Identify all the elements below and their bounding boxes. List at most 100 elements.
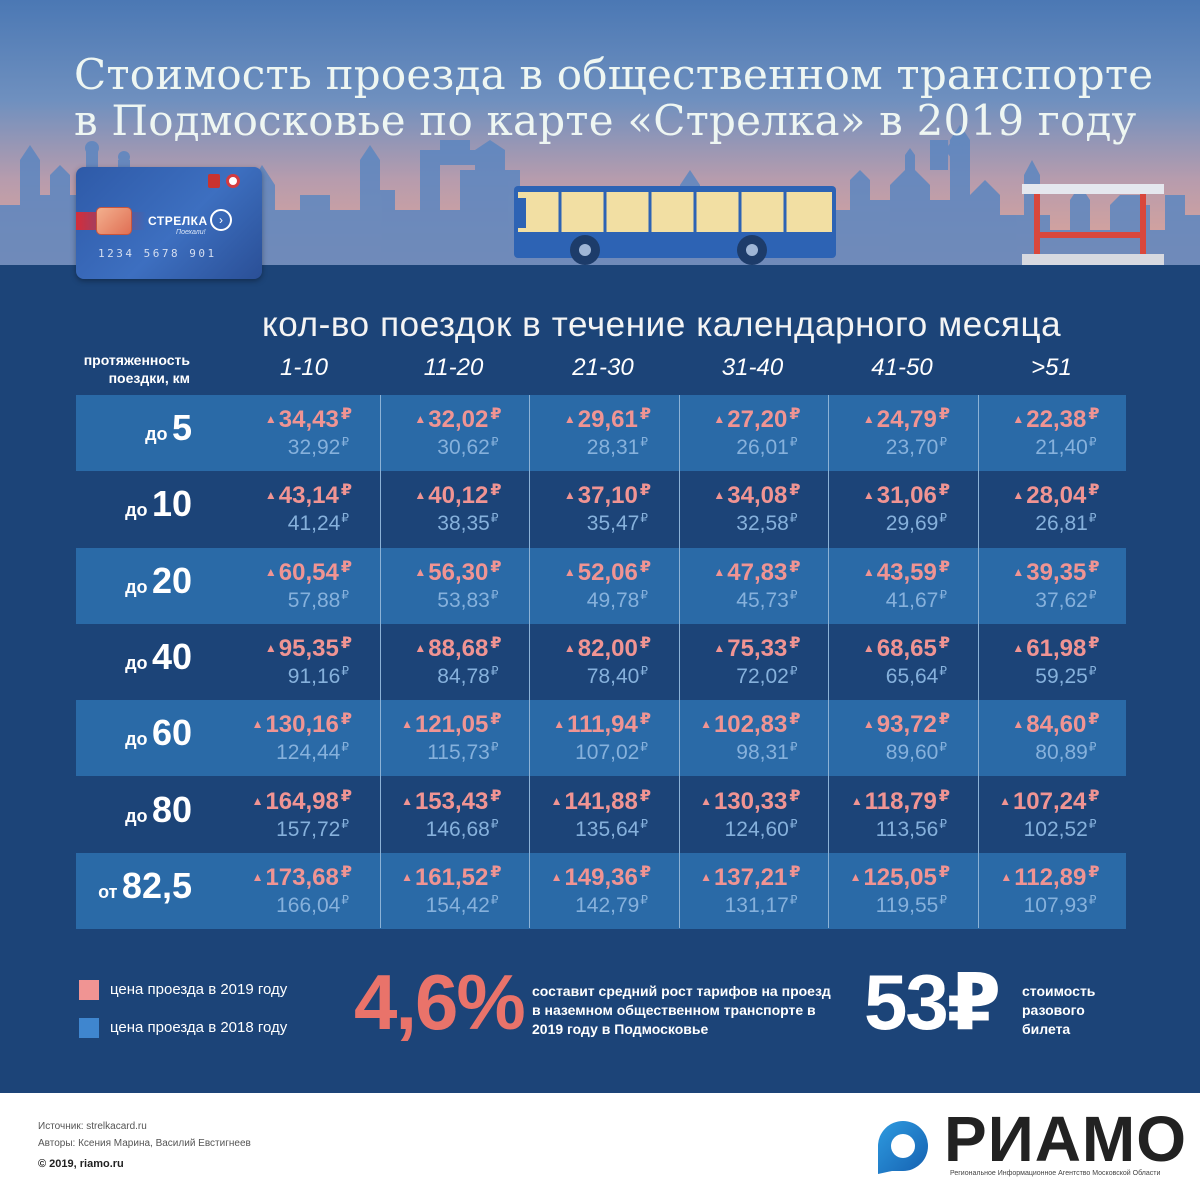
fare-2018: 41,67₽ bbox=[886, 588, 947, 613]
ruble-icon: ₽ bbox=[939, 663, 947, 678]
row-distance-prefix: до bbox=[125, 500, 148, 521]
increase-triangle-icon: ▲ bbox=[251, 869, 264, 884]
table-row bbox=[76, 395, 1126, 471]
fare-2018-value: 57,88 bbox=[287, 588, 341, 612]
fare-2018-value: 37,62 bbox=[1035, 588, 1088, 612]
fare-2018: 45,73₽ bbox=[736, 588, 797, 613]
row-distance-value: 10 bbox=[151, 483, 192, 525]
card-number: 1234 5678 901 bbox=[98, 247, 217, 260]
column-divider bbox=[379, 395, 381, 928]
fare-2018: 65,64₽ bbox=[886, 664, 947, 689]
row-distance-prefix: до bbox=[125, 729, 148, 750]
fare-2018: 89,60₽ bbox=[886, 740, 947, 765]
fare-2019-value: 43,14 bbox=[278, 482, 339, 510]
fare-cell: ▲164,98 ₽157,72₽ bbox=[229, 777, 379, 853]
fare-2019: ▲24,79 ₽ bbox=[863, 404, 950, 434]
fare-cell: ▲34,43 ₽32,92₽ bbox=[229, 395, 379, 471]
fare-2019-value: 125,05 bbox=[863, 863, 937, 891]
increase-triangle-icon: ▲ bbox=[862, 640, 875, 655]
fare-2019: ▲130,33 ₽ bbox=[700, 786, 800, 816]
fare-2019: ▲43,14 ₽ bbox=[265, 480, 352, 510]
ruble-icon: ₽ bbox=[939, 511, 947, 526]
table-row bbox=[76, 623, 1126, 700]
fare-2019: ▲82,00 ₽ bbox=[564, 633, 651, 663]
fare-2018-value: 49,78 bbox=[586, 588, 640, 612]
fare-2019-value: 52,06 bbox=[577, 558, 638, 586]
average-growth-description: составит средний рост тарифов на проезд … bbox=[532, 983, 831, 1037]
fare-2018-value: 32,58 bbox=[736, 512, 789, 536]
fare-2018-value: 29,69 bbox=[885, 512, 939, 536]
fare-2019-value: 22,38 bbox=[1026, 406, 1087, 433]
fare-2018: 115,73₽ bbox=[427, 740, 498, 765]
fare-2018-value: 124,44 bbox=[276, 741, 341, 765]
increase-triangle-icon: ▲ bbox=[713, 564, 726, 579]
ruble-icon: ₽ bbox=[639, 558, 651, 576]
increase-triangle-icon: ▲ bbox=[264, 488, 277, 503]
ruble-icon: ₽ bbox=[640, 740, 648, 755]
fare-2019: ▲88,68 ₽ bbox=[414, 633, 501, 663]
fare-2018: 102,52₽ bbox=[1024, 817, 1097, 842]
fare-2018: 59,25₽ bbox=[1035, 664, 1096, 689]
row-distance-label: до 5 bbox=[60, 407, 192, 483]
fare-2018: 131,17₽ bbox=[725, 893, 798, 918]
fare-2019-value: 153,43 bbox=[414, 787, 489, 815]
fare-2019: ▲93,72 ₽ bbox=[863, 709, 950, 739]
fare-2019-value: 112,89 bbox=[1014, 863, 1087, 891]
fare-2019-value: 130,16 bbox=[265, 711, 339, 739]
row-distance-value: 20 bbox=[151, 559, 192, 601]
fare-2018-value: 26,01 bbox=[736, 436, 789, 459]
increase-triangle-icon: ▲ bbox=[401, 793, 413, 808]
fare-2018: 146,68₽ bbox=[426, 817, 499, 842]
fare-2019: ▲43,59 ₽ bbox=[863, 557, 950, 587]
ruble-icon: ₽ bbox=[639, 787, 651, 805]
table-row bbox=[76, 852, 1126, 929]
fare-2018-value: 80,89 bbox=[1035, 741, 1088, 765]
fare-2018: 157,72₽ bbox=[276, 817, 349, 842]
fare-2019: ▲31,06 ₽ bbox=[863, 480, 950, 510]
row-distance-value: 80 bbox=[151, 788, 192, 830]
fare-2019-value: 84,60 bbox=[1026, 711, 1087, 739]
column-header: 21-30 bbox=[572, 354, 634, 381]
fare-2019: ▲28,04 ₽ bbox=[1012, 480, 1099, 510]
fare-2019-value: 107,24 bbox=[1012, 787, 1087, 815]
fare-2018: 57,88₽ bbox=[288, 588, 349, 613]
fare-2019-value: 27,20 bbox=[727, 406, 788, 433]
row-distance-label: до 20 bbox=[60, 560, 192, 636]
increase-triangle-icon: ▲ bbox=[264, 412, 277, 426]
row-distance-label: до 80 bbox=[60, 789, 192, 865]
increase-triangle-icon: ▲ bbox=[251, 717, 264, 732]
column-header: >51 bbox=[1031, 354, 1072, 381]
fare-2018: 154,42₽ bbox=[426, 893, 499, 918]
ruble-icon: ₽ bbox=[938, 558, 950, 576]
increase-triangle-icon: ▲ bbox=[862, 717, 875, 732]
fare-2019-value: 149,36 bbox=[564, 863, 638, 891]
fare-2018-value: 35,47 bbox=[586, 512, 640, 536]
fare-cell: ▲40,12 ₽38,35₽ bbox=[379, 471, 529, 547]
fare-2018-value: 45,73 bbox=[736, 588, 789, 612]
ruble-icon: ₽ bbox=[340, 787, 352, 805]
ruble-icon: ₽ bbox=[639, 711, 651, 729]
fare-cell: ▲130,16 ₽124,44₽ bbox=[229, 700, 379, 776]
riamo-logo-subtitle: Региональное Информационное Агентство Мо… bbox=[950, 1170, 1161, 1177]
ruble-icon: ₽ bbox=[340, 406, 352, 423]
column-divider bbox=[678, 395, 680, 928]
fare-2018-value: 142,79 bbox=[575, 893, 640, 917]
fare-2019: ▲32,02 ₽ bbox=[414, 404, 501, 434]
fare-cell: ▲173,68 ₽166,04₽ bbox=[229, 853, 379, 929]
ruble-icon: ₽ bbox=[1088, 511, 1097, 526]
fare-2018-value: 23,70 bbox=[885, 436, 939, 459]
fare-cell: ▲149,36 ₽142,79₽ bbox=[528, 853, 678, 929]
fare-2019-value: 28,04 bbox=[1026, 482, 1087, 510]
legend-label-2018: цена проезда в 2018 году bbox=[110, 1019, 288, 1036]
increase-triangle-icon: ▲ bbox=[850, 793, 863, 808]
ruble-icon: ₽ bbox=[1088, 435, 1097, 449]
increase-triangle-icon: ▲ bbox=[862, 488, 875, 503]
fare-2019: ▲56,30 ₽ bbox=[414, 557, 501, 587]
fare-2018: 49,78₽ bbox=[587, 588, 648, 613]
increase-triangle-icon: ▲ bbox=[401, 717, 413, 732]
column-header: 41-50 bbox=[871, 354, 933, 381]
legend-swatch-2019 bbox=[79, 980, 99, 1000]
increase-triangle-icon: ▲ bbox=[1012, 412, 1025, 426]
fare-cell: ▲153,43 ₽146,68₽ bbox=[379, 777, 529, 853]
